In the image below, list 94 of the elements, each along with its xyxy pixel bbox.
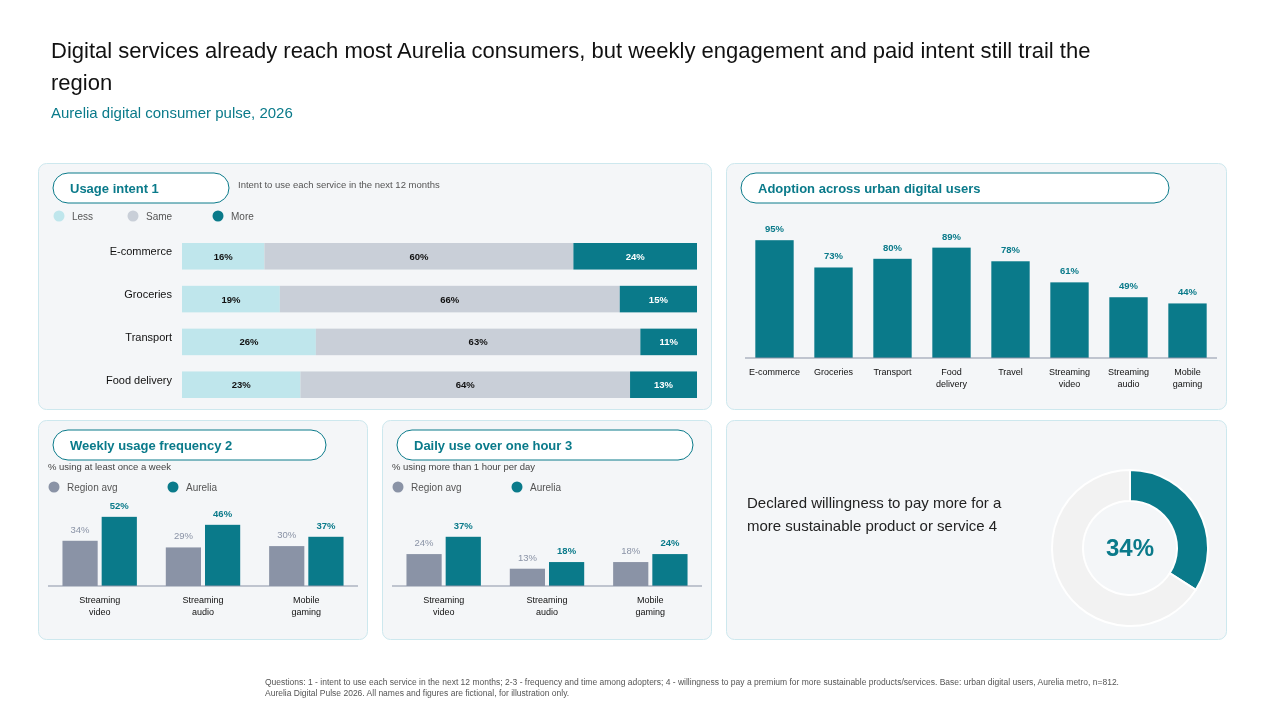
- data-label: 64%: [455, 379, 476, 391]
- legend-label: Region avg: [411, 481, 462, 493]
- bar: [573, 243, 697, 270]
- bar: [630, 371, 697, 398]
- data-label: 63%: [468, 336, 489, 348]
- data-label: 24%: [660, 537, 680, 549]
- bar: [308, 536, 344, 586]
- chart-subtitle: % using at least once a week: [48, 461, 172, 472]
- data-label: 11%: [659, 336, 679, 348]
- x-tick-label: Mobile gaming: [291, 595, 322, 617]
- y-tick-label: E-commerce: [109, 245, 172, 258]
- bar: [1050, 282, 1089, 358]
- legend-label: More: [231, 210, 255, 222]
- x-tick-label: Mobile gaming: [1172, 367, 1203, 389]
- text: Aurelia digital consumer pulse, 2026: [51, 104, 293, 121]
- x-tick-label: Streaming audio: [526, 595, 568, 617]
- bar: [991, 261, 1030, 358]
- data-label: 95%: [764, 223, 785, 235]
- data-label: 66%: [440, 293, 460, 305]
- data-label: 60%: [409, 250, 429, 262]
- data-label: 24%: [625, 250, 646, 262]
- data-label: 30%: [277, 529, 297, 541]
- bar: [182, 285, 280, 313]
- data-label: 34%: [1105, 534, 1155, 561]
- chart-subtitle: % using more than 1 hour per day: [392, 461, 536, 472]
- bar: [182, 371, 301, 398]
- x-tick-label: Streaming audio: [1107, 367, 1150, 389]
- bar: [549, 562, 585, 586]
- bar: [873, 258, 912, 358]
- data-label: 19%: [221, 293, 241, 305]
- bar: [755, 240, 794, 358]
- x-tick-label: Food delivery: [935, 367, 968, 389]
- bar: [182, 328, 316, 356]
- bar: [182, 243, 265, 270]
- text: Digital services already reach most Aurelia consumers, but weekly engagement and paid intent still trail the region: [51, 38, 1091, 95]
- data-label: 26%: [239, 336, 260, 348]
- data-label: 15%: [648, 293, 669, 305]
- data-label: 80%: [882, 241, 903, 253]
- data-label: 18%: [621, 545, 641, 557]
- data-label: 29%: [173, 530, 194, 542]
- legend-label: Aurelia: [530, 481, 562, 493]
- data-label: 34%: [70, 523, 91, 535]
- bar: [205, 524, 241, 586]
- x-tick-label: E-commerce: [748, 367, 801, 377]
- chart-title: Adoption across urban digital users: [758, 181, 981, 196]
- chart-title: Usage intent 1: [70, 181, 159, 196]
- bar: [300, 371, 631, 398]
- legend-label: Region avg: [67, 481, 118, 493]
- text: Declared willingness to pay more for a more sustainable product or service 4: [747, 494, 1002, 534]
- data-label: 49%: [1118, 280, 1139, 292]
- x-tick-label: Transport: [873, 367, 913, 377]
- x-tick-label: Mobile gaming: [635, 595, 666, 617]
- legend-label: Aurelia: [186, 481, 218, 493]
- x-tick-label: Travel: [998, 367, 1023, 377]
- data-label: 37%: [316, 519, 336, 531]
- bar: [932, 247, 971, 358]
- bar: [652, 554, 688, 586]
- bar: [315, 328, 641, 356]
- chart-title: Daily use over one hour 3: [414, 438, 573, 453]
- x-tick-label: Streaming video: [79, 595, 121, 617]
- data-label: 44%: [1177, 286, 1198, 298]
- bar: [279, 285, 620, 313]
- data-label: 16%: [213, 250, 234, 262]
- data-label: 23%: [231, 379, 252, 391]
- data-label: 61%: [1059, 265, 1080, 277]
- bar: [619, 285, 697, 313]
- y-tick-label: Groceries: [124, 288, 173, 301]
- bar: [640, 328, 697, 356]
- data-label: 52%: [109, 499, 130, 511]
- legend-label: Less: [72, 210, 94, 222]
- x-tick-label: Streaming audio: [182, 595, 224, 617]
- x-tick-label: Groceries: [813, 367, 854, 377]
- bar: [101, 516, 137, 586]
- bar: [445, 536, 481, 586]
- x-tick-label: Streaming video: [423, 595, 465, 617]
- bar: [1168, 303, 1207, 358]
- data-label: 37%: [453, 519, 474, 531]
- data-label: 46%: [213, 507, 233, 519]
- bar: [264, 243, 574, 270]
- bar: [1109, 297, 1148, 358]
- data-label: 13%: [654, 379, 674, 391]
- text: Questions: 1 - intent to use each service in the next 12 months; 2-3 - frequency and time among adopters; 4 - willingness to pay a premium for more sustainable products/services. Base: urban digital users, Aurelia metro, n=812. Aurelia Digital Pulse 2026. All names and figures are fictional, for illustration only.: [265, 677, 1119, 698]
- x-tick-label: Streaming video: [1048, 367, 1091, 389]
- y-tick-label: Transport: [125, 330, 172, 343]
- chart-subtitle: Intent to use each service in the next 12 months: [238, 179, 440, 190]
- chart-title: Weekly usage frequency 2: [70, 438, 233, 453]
- data-label: 89%: [941, 230, 962, 242]
- data-label: 18%: [557, 545, 577, 557]
- data-label: 73%: [823, 250, 844, 262]
- data-label: 78%: [1000, 244, 1021, 256]
- data-label: 24%: [414, 537, 435, 549]
- data-label: 13%: [517, 551, 538, 563]
- bar: [814, 267, 853, 358]
- legend-label: Same: [146, 210, 173, 222]
